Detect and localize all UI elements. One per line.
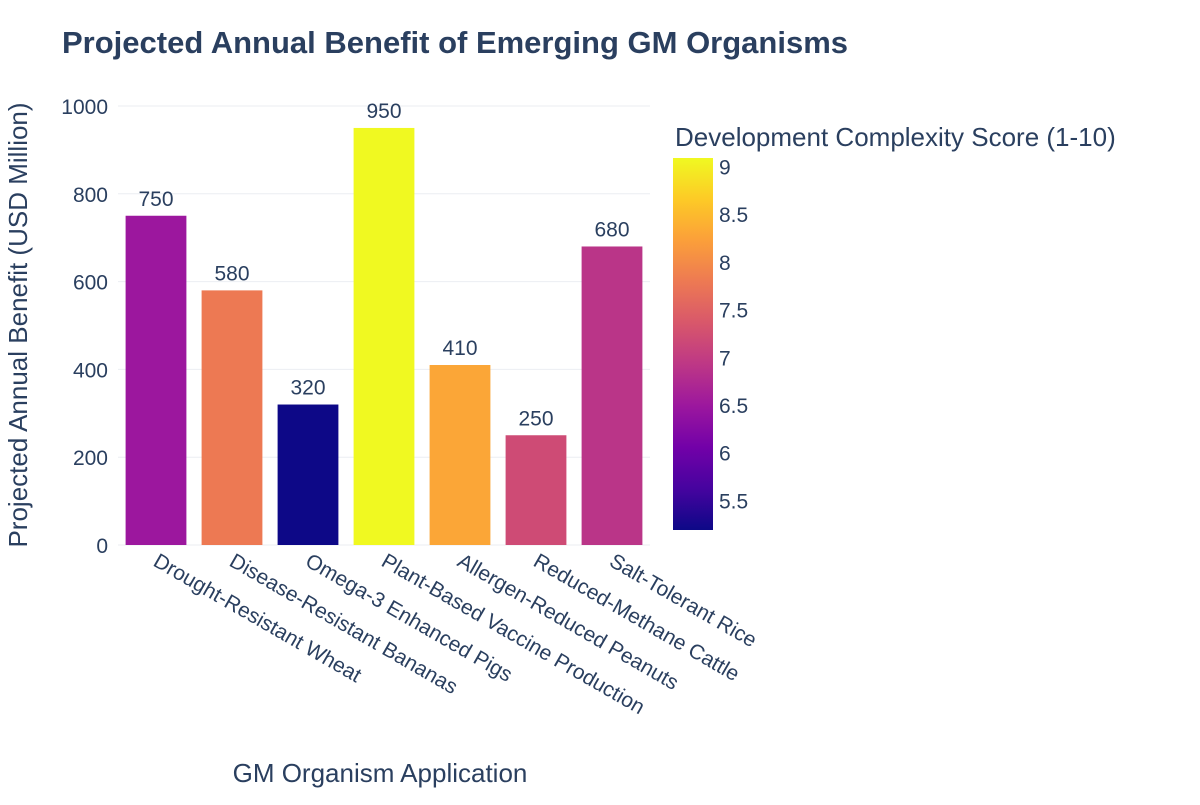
y-axis-title: Projected Annual Benefit (USD Million) xyxy=(3,102,33,547)
y-tick-label: 600 xyxy=(73,272,108,295)
data-label: 320 xyxy=(290,377,325,400)
bar xyxy=(505,435,567,545)
bar xyxy=(277,404,339,545)
data-label: 680 xyxy=(594,218,629,241)
data-label: 580 xyxy=(214,262,249,285)
colorbar-tick-label: 7 xyxy=(719,347,731,370)
colorbar-tick-label: 7.5 xyxy=(719,300,748,323)
colorbar-ticks: 5.5 6 6.5 7 7.5 8 8.5 9 xyxy=(719,157,748,514)
data-label: 410 xyxy=(442,337,477,360)
colorbar-tick-label: 8.5 xyxy=(719,204,748,227)
data-label: 250 xyxy=(518,407,553,430)
colorbar-tick-label: 8 xyxy=(719,252,731,275)
colorbar-title: Development Complexity Score (1-10) xyxy=(675,122,1116,152)
data-label: 950 xyxy=(366,100,401,123)
y-tick-label: 800 xyxy=(73,184,108,207)
colorbar-tick-label: 9 xyxy=(719,157,731,180)
x-ticks: Drought-Resistant WheatDisease-Resistant… xyxy=(150,549,761,719)
bar xyxy=(353,127,415,545)
x-axis-title: GM Organism Application xyxy=(233,758,528,788)
chart-title: Projected Annual Benefit of Emerging GM … xyxy=(62,25,848,60)
data-label: 750 xyxy=(138,188,173,211)
colorbar xyxy=(673,158,713,530)
bar xyxy=(201,290,263,545)
y-tick-label: 0 xyxy=(96,535,108,558)
y-tick-label: 400 xyxy=(73,359,108,382)
bar xyxy=(429,365,491,545)
colorbar-tick-label: 6.5 xyxy=(719,395,748,418)
y-tick-label: 1000 xyxy=(61,96,108,119)
data-labels: 750 580 320 950 410 250 680 xyxy=(138,100,629,430)
bar xyxy=(125,215,187,545)
y-tick-label: 200 xyxy=(73,447,108,470)
colorbar-tick-label: 6 xyxy=(719,443,731,466)
colorbar-tick-label: 5.5 xyxy=(719,490,748,513)
bars xyxy=(125,127,643,546)
bar xyxy=(581,246,643,546)
y-ticks: 0 200 400 600 800 1000 xyxy=(61,96,108,558)
